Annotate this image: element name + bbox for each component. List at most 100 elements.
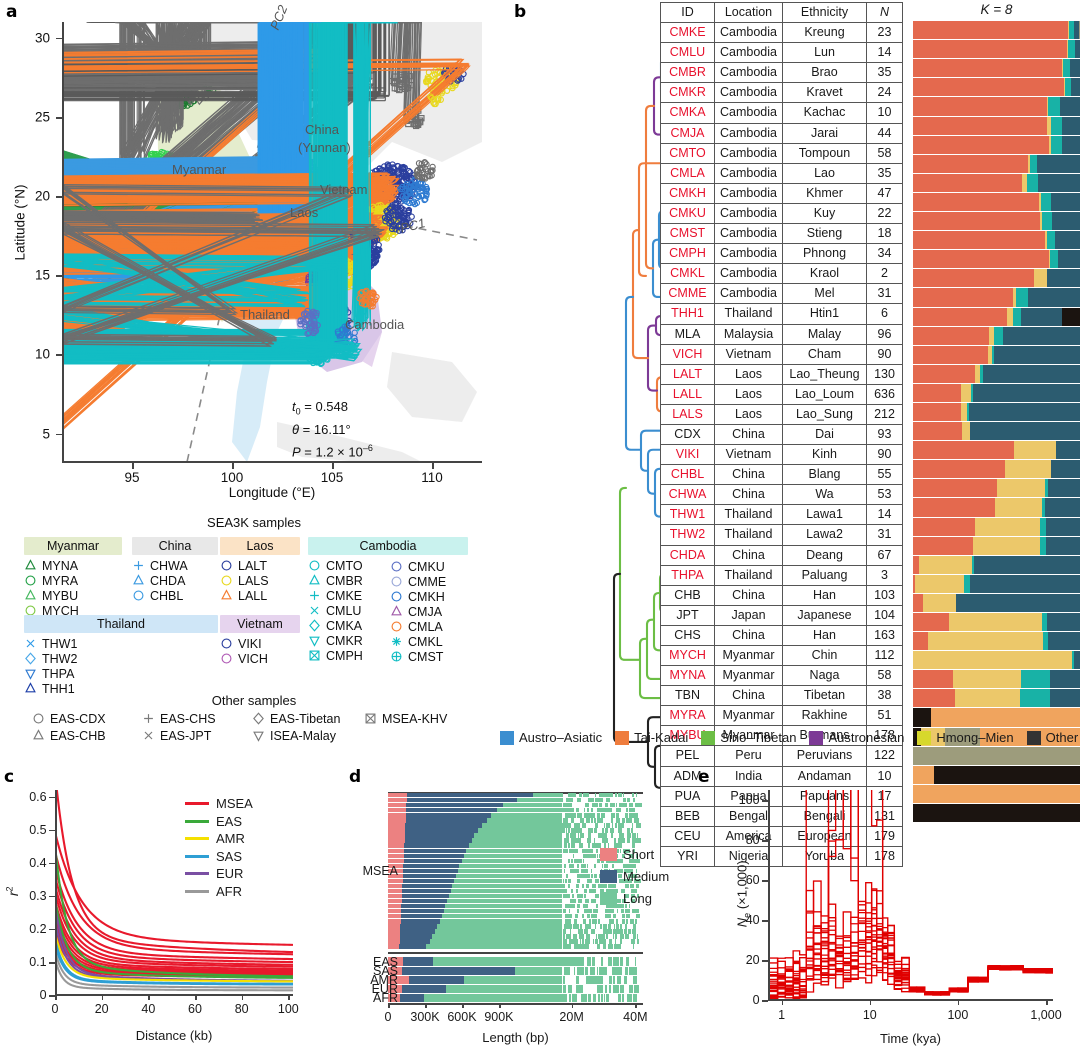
table-row[interactable]: CMKA Cambodia Kachac 10 (660, 102, 903, 124)
legend-item-label: CMKU (408, 559, 445, 574)
table-row[interactable]: THPA Thailand Paluang 3 (660, 564, 903, 586)
table-row[interactable]: CMKL Cambodia Kraol 2 (660, 263, 903, 285)
legend-item-THPA[interactable]: THPA (24, 666, 218, 681)
table-row[interactable]: CMLA Cambodia Lao 35 (660, 162, 903, 184)
table-row[interactable]: CHDA China Deang 67 (660, 544, 903, 566)
ld-legend-item-afr[interactable]: AFR (185, 883, 253, 901)
legend-item-CMBR[interactable]: CMBR (308, 573, 386, 588)
family-legend-item[interactable]: Other (1026, 730, 1078, 745)
ld-legend-item-eur[interactable]: EUR (185, 865, 253, 883)
table-row[interactable]: LALL Laos Lao_Loum 636 (660, 383, 903, 405)
family-legend-item[interactable]: Austronesian (809, 730, 904, 745)
legend-item-CMJA[interactable]: CMJA (390, 604, 468, 619)
table-cell-id: CMKL (660, 263, 715, 285)
roh-segment-long (486, 818, 562, 823)
table-row[interactable]: CMJA Cambodia Jarai 44 (660, 122, 903, 144)
legend-item-CMKA[interactable]: CMKA (308, 618, 386, 633)
family-legend-item[interactable]: Sino–Tibetan (701, 730, 796, 745)
table-row[interactable]: CMTO Cambodia Tompoun 58 (660, 142, 903, 164)
legend-item-THH1[interactable]: THH1 (24, 681, 218, 696)
roh-long-tick (572, 848, 576, 853)
legend-item-CMKE[interactable]: CMKE (308, 588, 386, 603)
legend-other-item-EAS-JPT[interactable]: EAS-JPT (142, 728, 211, 743)
table-cell-eth: Lun (782, 42, 867, 64)
legend-item-VIKI[interactable]: VIKI (220, 636, 300, 651)
legend-item-CMKL[interactable]: CMKL (390, 634, 468, 649)
legend-item-MYNA[interactable]: MYNA (24, 558, 122, 573)
ld-legend-item-amr[interactable]: AMR (185, 830, 253, 848)
table-row[interactable]: CMME Cambodia Mel 31 (660, 283, 903, 305)
legend-item-CMKH[interactable]: CMKH (390, 589, 468, 604)
legend-item-CMME[interactable]: CMME (390, 574, 468, 589)
legend-item-CMLA[interactable]: CMLA (390, 619, 468, 634)
table-row[interactable]: JPT Japan Japanese 104 (660, 604, 903, 626)
table-row[interactable]: CMPH Cambodia Phnong 34 (660, 243, 903, 265)
legend-item-THW1[interactable]: THW1 (24, 636, 218, 651)
legend-item-MYBU[interactable]: MYBU (24, 588, 122, 603)
legend-other-item-EAS-CDX[interactable]: EAS-CDX (32, 711, 106, 726)
legend-item-MYRA[interactable]: MYRA (24, 573, 122, 588)
admixture-segment (913, 593, 924, 612)
table-row[interactable]: CHBL China Blang 55 (660, 464, 903, 486)
roh-long-tick (622, 823, 625, 828)
table-row[interactable]: VIKI Vietnam Kinh 90 (660, 444, 903, 466)
legend-other-item-EAS-CHB[interactable]: EAS-CHB (32, 728, 106, 743)
table-row[interactable]: CMKE Cambodia Kreung 23 (660, 22, 903, 44)
legend-item-CMPH[interactable]: CMPH (308, 648, 386, 663)
table-row[interactable]: MLA Malaysia Malay 96 (660, 323, 903, 345)
legend-item-CMTO[interactable]: CMTO (308, 558, 386, 573)
legend-other-item-ISEA-Malay[interactable]: ISEA-Malay (252, 728, 336, 743)
table-row[interactable]: MYCH Myanmar Chin 112 (660, 644, 903, 667)
legend-other-item-MSEA-KHV[interactable]: MSEA-KHV (364, 711, 447, 726)
table-row[interactable]: CHWA China Wa 53 (660, 484, 903, 506)
legend-item-THW2[interactable]: THW2 (24, 651, 218, 666)
legend-item-LALL[interactable]: LALL (220, 588, 300, 603)
table-row[interactable]: MYRA Myanmar Rakhine 51 (660, 705, 903, 727)
table-row[interactable]: CMBR Cambodia Brao 35 (660, 62, 903, 84)
admixture-segment (1061, 135, 1080, 154)
table-row[interactable]: VICH Vietnam Cham 90 (660, 343, 903, 365)
table-row[interactable]: CMLU Cambodia Lun 14 (660, 42, 903, 64)
table-row[interactable]: CMST Cambodia Stieng 18 (660, 223, 903, 245)
ld-legend-item-eas[interactable]: EAS (185, 813, 253, 831)
table-row[interactable]: CMKH Cambodia Khmer 47 (660, 182, 903, 204)
legend-item-CHWA[interactable]: CHWA (132, 558, 218, 573)
table-row[interactable]: LALT Laos Lao_Theung 130 (660, 363, 903, 385)
table-row[interactable]: LALS Laos Lao_Sung 212 (660, 403, 903, 425)
legend-item-CMST[interactable]: CMST (390, 649, 468, 664)
legend-item-list: MYNA MYRA MYBU MYCH (24, 558, 122, 618)
legend-item-CMLU[interactable]: CMLU (308, 603, 386, 618)
table-row[interactable]: CDX China Dai 93 (660, 423, 903, 446)
table-row[interactable]: PEL Peru Peruvians 122 (660, 745, 903, 767)
table-row[interactable]: CMKU Cambodia Kuy 22 (660, 202, 903, 225)
table-row[interactable]: THH1 Thailand Htin1 6 (660, 303, 903, 325)
panel-c-x-tick (148, 994, 150, 1000)
family-legend-item[interactable]: Hmong–Mien (917, 730, 1014, 745)
legend-item-LALT[interactable]: LALT (220, 558, 300, 573)
legend-item-CHBL[interactable]: CHBL (132, 588, 218, 603)
legend-item-CMKR[interactable]: CMKR (308, 633, 386, 648)
ld-legend-item-sas[interactable]: SAS (185, 848, 253, 866)
legend-item-CMKU[interactable]: CMKU (390, 559, 468, 574)
table-row[interactable]: TBN China Tibetan 38 (660, 685, 903, 707)
legend-item-CHDA[interactable]: CHDA (132, 573, 218, 588)
roh-long-tick (635, 813, 638, 818)
legend-item-VICH[interactable]: VICH (220, 651, 300, 666)
family-legend-item[interactable]: Austro–Asiatic (500, 730, 602, 745)
roh-segment-medium (406, 808, 497, 813)
table-cell-eth: Lawa2 (782, 524, 867, 546)
legend-other-item-EAS-Tibetan[interactable]: EAS-Tibetan (252, 711, 340, 726)
table-row[interactable]: THW2 Thailand Lawa2 31 (660, 524, 903, 546)
ld-legend-item-msea[interactable]: MSEA (185, 795, 253, 813)
table-row[interactable]: MYNA Myanmar Naga 58 (660, 665, 903, 687)
table-row[interactable]: CHS China Han 163 (660, 624, 903, 647)
legend-other-item-EAS-CHS[interactable]: EAS-CHS (142, 711, 216, 726)
roh-long-tick (570, 808, 575, 813)
table-row[interactable]: CHB China Han 103 (660, 584, 903, 606)
table-row[interactable]: THW1 Thailand Lawa1 14 (660, 504, 903, 526)
admixture-segment (996, 479, 1045, 498)
legend-item-LALS[interactable]: LALS (220, 573, 300, 588)
roh-long-tick (627, 833, 631, 838)
table-row[interactable]: CMKR Cambodia Kravet 24 (660, 82, 903, 104)
family-legend-item[interactable]: Tai-Kadai (615, 730, 688, 745)
